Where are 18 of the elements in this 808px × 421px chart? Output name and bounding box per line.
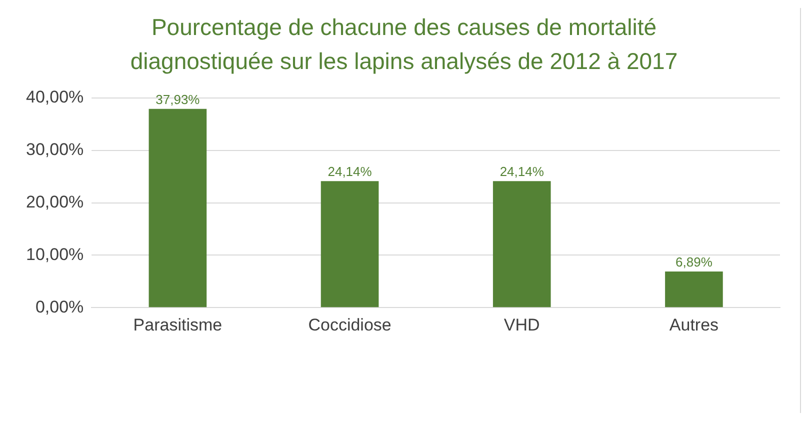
bar [148,108,207,308]
y-tick-label: 10,00% [26,244,84,264]
x-tick-label: VHD [504,315,540,334]
y-tick-label: 30,00% [26,140,84,160]
data-label: 24,14% [500,164,544,180]
data-label: 37,93% [156,92,200,107]
data-label: 6,89% [676,254,713,270]
y-tick-label: 40,00% [26,88,84,107]
data-label: 24,14% [328,164,372,180]
x-tick-label: Coccidiose [308,315,392,334]
x-tick-label: Parasitisme [133,315,222,334]
x-tick-label: Autres [669,315,719,334]
bar [320,181,379,308]
chart-title: Pourcentage de chacune des causes de mortalité diagnostiquée sur les lapins analysés de 2012 à 2017 [129,13,679,76]
bar [665,271,723,308]
y-tick-label: 20,00% [26,192,84,212]
bar [492,181,551,308]
y-tick-label: 0,00% [35,297,84,316]
